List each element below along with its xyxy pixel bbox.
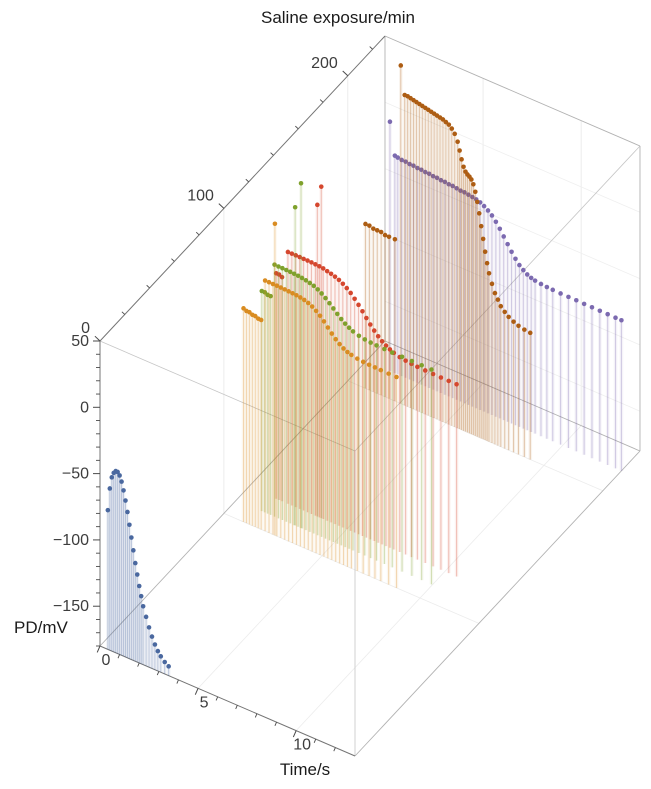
series-saline-100-min — [241, 221, 399, 588]
time-axis-title: Time/s — [279, 760, 331, 779]
svg-text:100: 100 — [187, 187, 214, 204]
svg-text:200: 200 — [311, 55, 338, 72]
svg-text:−50: −50 — [62, 466, 89, 483]
svg-text:−150: −150 — [53, 598, 89, 615]
series-saline-200-min — [363, 63, 533, 460]
saline-axis-title: Saline exposure/min — [260, 8, 416, 27]
pd-axis-title: PD/mV — [14, 618, 68, 637]
series-saline-215-min — [387, 119, 624, 471]
svg-text:0: 0 — [102, 652, 111, 669]
series-saline-110-min — [259, 180, 434, 585]
box-edges — [99, 35, 641, 757]
svg-text:5: 5 — [200, 694, 209, 711]
svg-text:50: 50 — [71, 333, 89, 350]
svg-text:−100: −100 — [53, 532, 89, 549]
svg-text:10: 10 — [293, 737, 311, 754]
series-saline-0-min — [105, 468, 171, 676]
svg-text:0: 0 — [81, 320, 90, 337]
series-saline-120-min — [273, 184, 459, 577]
svg-text:0: 0 — [80, 399, 89, 416]
